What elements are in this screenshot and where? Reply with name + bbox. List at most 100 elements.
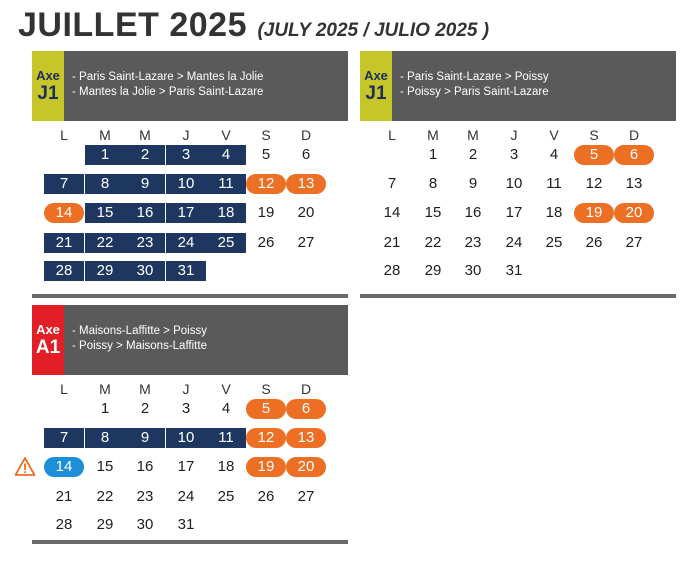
calendar-day-18: 18 xyxy=(545,204,563,221)
calendar-day-26: 26 xyxy=(257,488,275,505)
calendar-day-6: 6 xyxy=(614,145,654,165)
calendar-day-3: 3 xyxy=(166,145,206,165)
calendar-day-17: 17 xyxy=(166,203,206,223)
calendar-day-24: 24 xyxy=(505,234,523,251)
calendar-day-19: 19 xyxy=(574,203,614,223)
route-item: - Poissy > Paris Saint-Lazare xyxy=(400,86,549,98)
calendar-day-30: 30 xyxy=(136,516,154,533)
weekday-header: D xyxy=(300,381,312,397)
calendar-day-7: 7 xyxy=(44,174,84,194)
panel-header: Axe J1 - Paris Saint-Lazare > Poissy - P… xyxy=(360,51,676,121)
weekday-header: J xyxy=(182,127,190,143)
calendar-day-22: 22 xyxy=(85,233,125,253)
calendar-day-2: 2 xyxy=(140,400,150,417)
route-item: - Maisons-Laffitte > Poissy xyxy=(72,325,207,337)
calendar-day-15: 15 xyxy=(96,458,114,475)
calendar-day-25: 25 xyxy=(206,233,246,253)
line-badge: Axe A1 xyxy=(32,305,64,375)
calendar-day-9: 9 xyxy=(468,175,478,192)
page-title: JUILLET 2025 (JULY 2025 / JULIO 2025 ) xyxy=(18,6,489,45)
calendar-day-24: 24 xyxy=(177,488,195,505)
line-badge: Axe J1 xyxy=(32,51,64,121)
calendar-day-31: 31 xyxy=(177,516,195,533)
calendar-day-19: 19 xyxy=(246,457,286,477)
weekday-header: D xyxy=(300,127,312,143)
calendar-day-3: 3 xyxy=(181,400,191,417)
calendar-day-20: 20 xyxy=(297,204,315,221)
panel-header: Axe A1 - Maisons-Laffitte > Poissy - Poi… xyxy=(32,305,348,375)
weekday-header: M xyxy=(467,127,479,143)
calendar-day-20: 20 xyxy=(286,457,326,477)
calendar-day-6: 6 xyxy=(286,399,326,419)
line-badge: Axe J1 xyxy=(360,51,392,121)
calendar-day-21: 21 xyxy=(383,234,401,251)
calendar-day-12: 12 xyxy=(585,175,603,192)
calendar-day-14: 14 xyxy=(383,204,401,221)
calendar-day-4: 4 xyxy=(221,400,231,417)
calendar-day-18: 18 xyxy=(217,458,235,475)
calendar-day-11: 11 xyxy=(546,175,562,192)
calendar-day-14: 14 xyxy=(44,203,84,223)
calendar-day-7: 7 xyxy=(387,175,397,192)
weekday-header: L xyxy=(60,127,68,143)
route-list: - Paris Saint-Lazare > Poissy - Poissy >… xyxy=(400,70,549,100)
calendar-day-27: 27 xyxy=(297,488,315,505)
calendar-day-30: 30 xyxy=(125,261,165,281)
panel-divider xyxy=(32,540,348,544)
calendar-day-11: 11 xyxy=(206,428,246,448)
calendar-day-23: 23 xyxy=(464,234,482,251)
weekday-header: V xyxy=(549,127,559,143)
calendar-day-7: 7 xyxy=(44,428,84,448)
weekday-header: V xyxy=(221,381,231,397)
calendar-day-21: 21 xyxy=(44,233,84,253)
calendar-day-27: 27 xyxy=(297,234,315,251)
calendar-day-20: 20 xyxy=(614,203,654,223)
calendar-day-24: 24 xyxy=(166,233,206,253)
axe-label: Axe xyxy=(36,321,60,337)
calendar-day-27: 27 xyxy=(625,234,643,251)
calendar-day-12: 12 xyxy=(246,428,286,448)
weekday-header: M xyxy=(99,381,111,397)
route-item: - Poissy > Maisons-Laffitte xyxy=(72,340,207,352)
calendar-day-31: 31 xyxy=(505,262,523,279)
month-title: JUILLET 2025 xyxy=(18,6,247,44)
route-item: - Paris Saint-Lazare > Mantes la Jolie xyxy=(72,71,264,83)
calendar-day-5: 5 xyxy=(574,145,614,165)
calendar-day-16: 16 xyxy=(125,203,165,223)
calendar-day-26: 26 xyxy=(585,234,603,251)
calendar-day-30: 30 xyxy=(464,262,482,279)
calendar-day-29: 29 xyxy=(96,516,114,533)
panel-divider xyxy=(32,294,348,298)
calendar-day-22: 22 xyxy=(96,488,114,505)
calendar-day-16: 16 xyxy=(464,204,482,221)
weekday-header: L xyxy=(60,381,68,397)
calendar-day-28: 28 xyxy=(44,261,84,281)
calendar-panel-j1-poissy: Axe J1 - Paris Saint-Lazare > Poissy - P… xyxy=(360,51,676,279)
calendar-day-10: 10 xyxy=(505,175,523,192)
calendar-day-4: 4 xyxy=(206,145,246,165)
calendar-day-11: 11 xyxy=(206,174,246,194)
weekday-header: J xyxy=(182,381,190,397)
calendar-day-9: 9 xyxy=(125,428,165,448)
calendar-day-17: 17 xyxy=(177,458,195,475)
calendar-day-15: 15 xyxy=(85,203,125,223)
calendar-day-25: 25 xyxy=(217,488,235,505)
calendar-day-26: 26 xyxy=(257,234,275,251)
weekday-header: S xyxy=(261,381,271,397)
calendar-day-29: 29 xyxy=(424,262,442,279)
panel-divider xyxy=(360,294,676,298)
calendar-day-23: 23 xyxy=(136,488,154,505)
calendar-day-25: 25 xyxy=(545,234,563,251)
weekday-header: M xyxy=(99,127,111,143)
calendar-day-12: 12 xyxy=(246,174,286,194)
line-label: J1 xyxy=(37,82,59,104)
calendar-day-5: 5 xyxy=(261,146,271,163)
line-label: J1 xyxy=(365,82,387,104)
calendar-day-10: 10 xyxy=(166,174,206,194)
calendar-day-15: 15 xyxy=(424,204,442,221)
route-list: - Maisons-Laffitte > Poissy - Poissy > M… xyxy=(72,324,207,354)
route-list: - Paris Saint-Lazare > Mantes la Jolie -… xyxy=(72,70,263,100)
month-subtitle: (JULY 2025 / JULIO 2025 ) xyxy=(257,20,490,41)
calendar-day-14: 14 xyxy=(44,457,84,477)
calendar-day-8: 8 xyxy=(85,174,125,194)
